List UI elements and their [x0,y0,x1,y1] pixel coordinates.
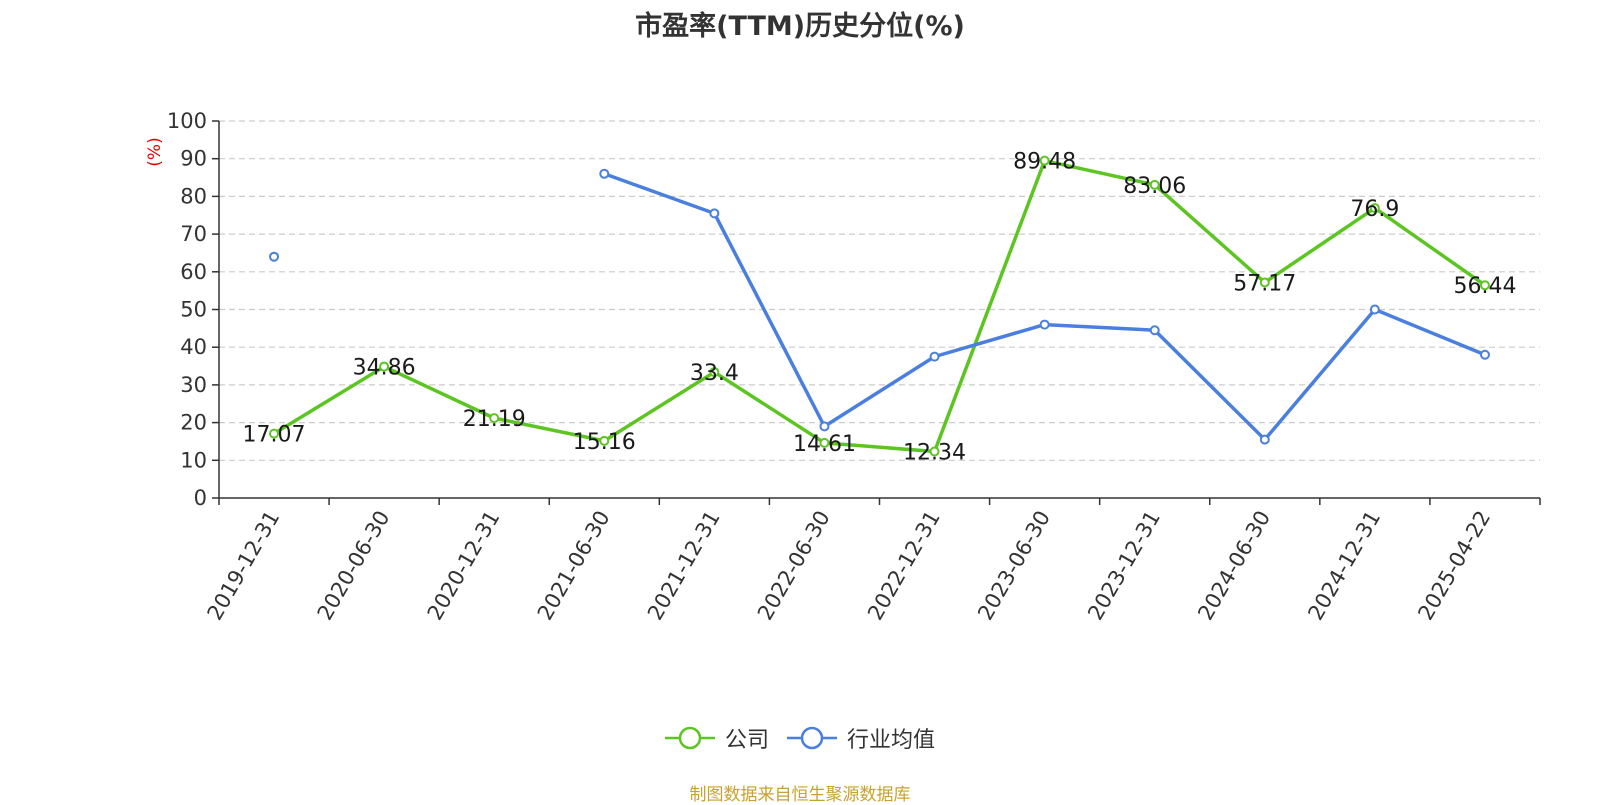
data-label: 83.06 [1123,174,1186,199]
data-label: 12.34 [903,440,966,465]
data-point [709,208,720,219]
data-point [1149,179,1160,190]
data-point [1259,277,1270,288]
y-tick-label: 60 [180,260,207,284]
x-tick-label: 2023-12-31 [1083,507,1165,625]
data-label: 57.17 [1233,271,1296,296]
legend-marker [664,726,715,750]
x-tick-label: 2021-12-31 [643,507,725,625]
data-point [1039,319,1050,330]
legend-label: 公司 [724,728,769,753]
y-tick-label: 70 [180,222,207,246]
source-note: 制图数据来自恒生聚源数据库 [689,785,911,805]
data-label: 89.48 [1013,150,1076,175]
data-point [1039,155,1050,166]
legend-circle [678,726,702,750]
data-label: 56.44 [1453,274,1516,299]
y-tick-label: 50 [180,298,207,322]
legend-label: 行业均值 [847,728,936,753]
chart-title: 市盈率(TTM)历史分位(%) [635,11,965,42]
series-line-0 [273,158,1486,454]
x-tick-label: 2022-06-30 [753,507,835,625]
x-tick-label: 2019-12-31 [203,507,285,625]
series [269,155,1490,457]
x-tick-label: 2024-12-31 [1303,507,1385,625]
data-point [1369,203,1380,214]
data-label: 33.4 [690,361,739,386]
data-label: 14.61 [793,432,856,457]
legend-item[interactable]: 公司 [664,722,769,754]
legend-item[interactable]: 行业均值 [787,722,935,754]
y-tick-label: 100 [167,109,207,133]
y-tick-label: 40 [180,335,207,359]
data-label: 17.07 [243,423,306,448]
data-point [819,421,830,432]
chart-plot: 0 10 20 30 40 50 60 70 80 90 100 2019-12-31 2020-06-… [145,109,1541,625]
y-tick-label: 80 [180,184,207,208]
x-tick-label: 2022-12-31 [863,507,945,625]
y-tick-label: 90 [180,147,207,171]
y-tick-label: 10 [180,448,207,472]
data-point [599,435,610,446]
data-point [489,413,500,424]
data-label: 34.86 [353,356,416,381]
x-tick-label: 2021-06-30 [533,507,615,625]
x-tick-label: 2020-12-31 [423,507,505,625]
x-tick-label: 2024-06-30 [1193,507,1275,625]
grid-lines [219,120,1540,461]
data-label: 21.19 [463,407,526,432]
data-point [1479,280,1490,291]
data-labels: 17.07 34.86 21.19 15.16 33.4 14.61 12.34 89.48 8… [243,150,1517,466]
y-axis-title: (%) [145,137,165,166]
y-tick-label: 0 [194,486,207,510]
data-point [1369,304,1380,315]
legend-circle [800,726,824,750]
data-point [929,351,940,362]
data-point [1149,325,1160,336]
x-tick-label: 2023-06-30 [973,507,1055,625]
data-point [709,367,720,378]
data-label: 15.16 [573,430,636,455]
data-point [929,446,940,457]
data-point [599,168,610,179]
y-tick-label: 20 [180,411,207,435]
x-tick-label: 2020-06-30 [313,507,395,625]
x-tick-label: 2025-04-22 [1413,507,1495,625]
data-point [819,437,830,448]
legend: 公司 行业均值 [0,722,1600,754]
data-point [1479,349,1490,360]
data-point [1259,434,1270,445]
y-tick-label: 30 [180,373,207,397]
data-label: 76.9 [1350,197,1399,222]
legend-marker [787,726,837,750]
data-point [269,251,280,262]
data-point [379,361,390,372]
data-point [269,428,280,439]
